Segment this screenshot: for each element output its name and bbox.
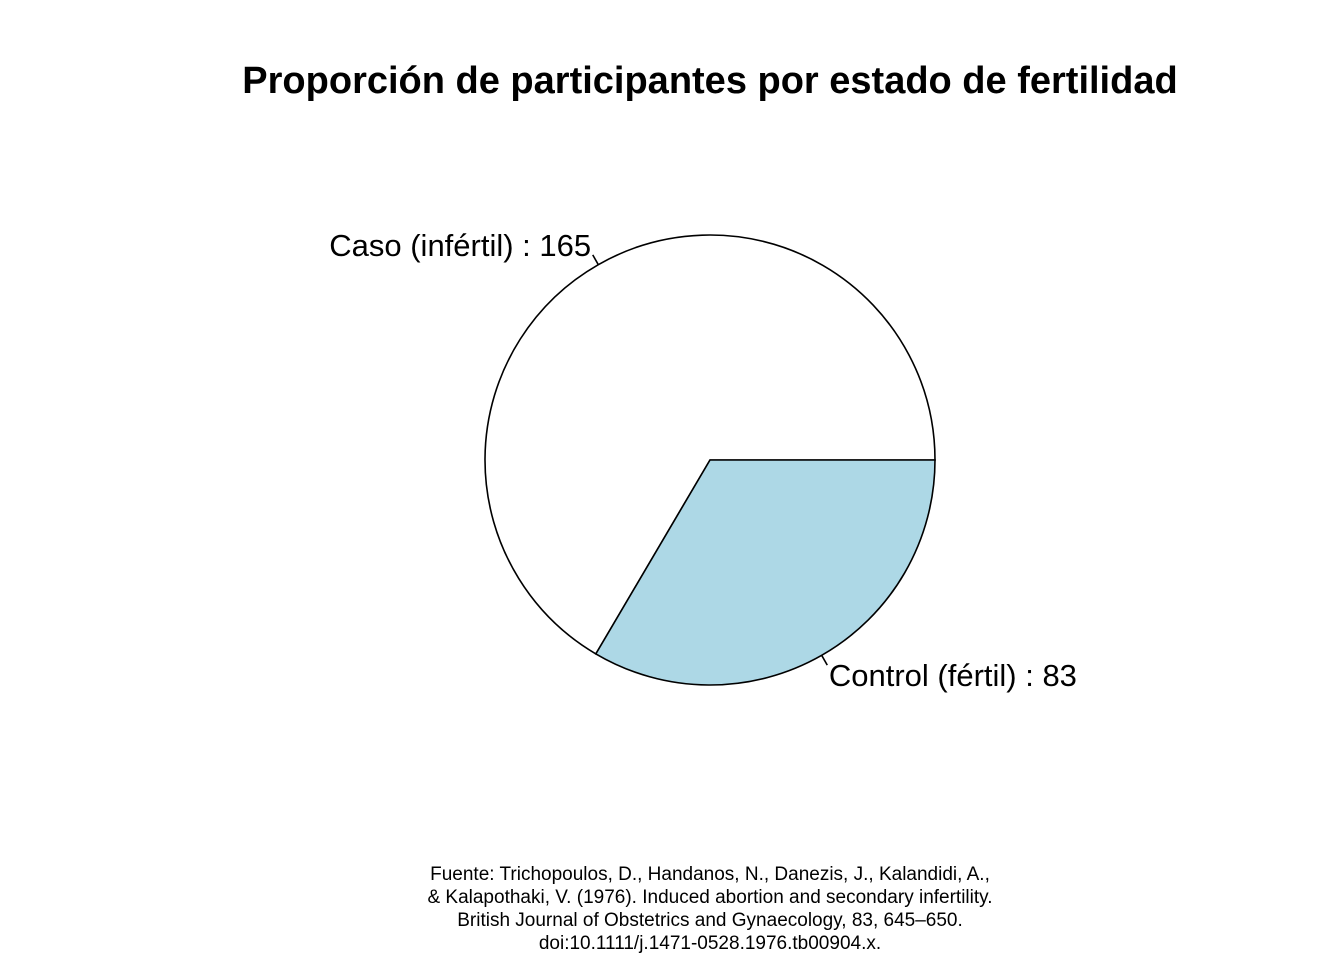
caption-line-3: British Journal of Obstetrics and Gynaec…: [457, 910, 963, 931]
pie-label-leader-1: [592, 254, 600, 266]
pie-slice-1: [484, 234, 936, 655]
pie-slices: [484, 234, 936, 686]
chart-title: Proporción de participantes por estado d…: [242, 60, 1177, 102]
caption-line-2: & Kalapothaki, V. (1976). Induced aborti…: [427, 887, 992, 908]
caption-line-1: Fuente: Trichopoulos, D., Handanos, N., …: [430, 864, 990, 885]
pie-labels: Caso (infértil) : 165 Control (fértil) : …: [329, 228, 1077, 693]
caption-line-4: doi:10.1111/j.1471-0528.1976.tb00904.x.: [539, 933, 881, 954]
pie-label-1: Caso (infértil) : 165: [329, 228, 591, 263]
source-caption: Fuente: Trichopoulos, D., Handanos, N., …: [427, 864, 992, 954]
pie-label-2: Control (fértil) : 83: [829, 658, 1077, 693]
pie-label-leader-2: [820, 654, 828, 666]
